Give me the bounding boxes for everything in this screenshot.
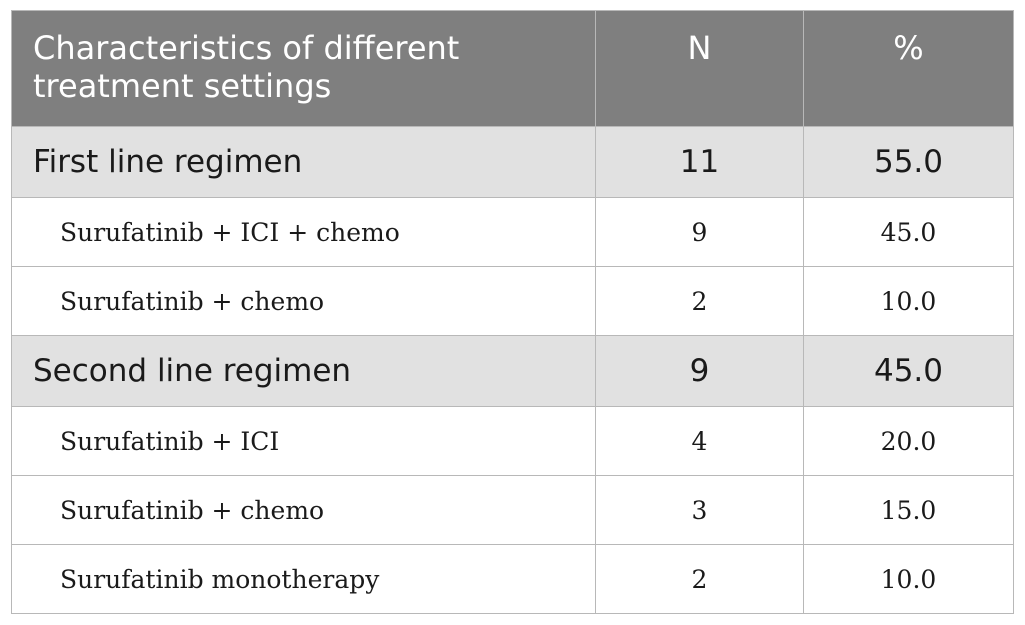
section-percent: 55.0 (803, 126, 1014, 198)
row-percent: 45.0 (803, 197, 1014, 267)
treatment-settings-table: Characteristics of different treatment s… (11, 10, 1014, 614)
row-percent: 20.0 (803, 406, 1014, 476)
row-label: Surufatinib monotherapy (11, 544, 596, 614)
section-row-second-line: Second line regimen 9 45.0 (11, 335, 1014, 407)
row-percent: 10.0 (803, 544, 1014, 614)
table-body: First line regimen 11 55.0 Surufatinib +… (11, 126, 1014, 614)
section-percent: 45.0 (803, 335, 1014, 407)
section-label: First line regimen (11, 126, 596, 198)
table-row: Surufatinib + ICI + chemo 9 45.0 (11, 197, 1014, 267)
row-label: Surufatinib + ICI + chemo (11, 197, 596, 267)
row-label: Surufatinib + chemo (11, 475, 596, 545)
row-n: 9 (595, 197, 804, 267)
table-row: Surufatinib + ICI 4 20.0 (11, 406, 1014, 476)
table-header: Characteristics of different treatment s… (11, 10, 1014, 127)
header-characteristics-line2: treatment settings (33, 67, 332, 105)
section-row-first-line: First line regimen 11 55.0 (11, 126, 1014, 198)
section-label: Second line regimen (11, 335, 596, 407)
header-characteristics-line1: Characteristics of different (33, 29, 460, 67)
row-n: 2 (595, 544, 804, 614)
row-n: 3 (595, 475, 804, 545)
header-characteristics: Characteristics of different treatment s… (11, 10, 596, 127)
row-n: 2 (595, 266, 804, 336)
header-percent: % (803, 10, 1014, 127)
row-percent: 10.0 (803, 266, 1014, 336)
row-percent: 15.0 (803, 475, 1014, 545)
table-row: Surufatinib + chemo 3 15.0 (11, 475, 1014, 545)
header-n: N (595, 10, 804, 127)
row-label: Surufatinib + ICI (11, 406, 596, 476)
row-n: 4 (595, 406, 804, 476)
row-label: Surufatinib + chemo (11, 266, 596, 336)
table-row: Surufatinib + chemo 2 10.0 (11, 266, 1014, 336)
section-n: 11 (595, 126, 804, 198)
section-n: 9 (595, 335, 804, 407)
header-row: Characteristics of different treatment s… (11, 10, 1014, 127)
table-row: Surufatinib monotherapy 2 10.0 (11, 544, 1014, 614)
